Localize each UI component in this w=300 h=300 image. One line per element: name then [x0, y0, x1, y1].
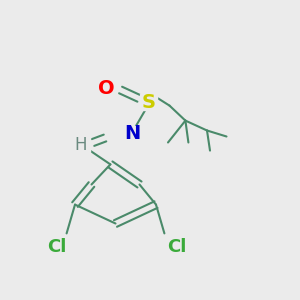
Text: Cl: Cl — [47, 238, 67, 256]
Text: O: O — [98, 79, 115, 98]
Bar — [166, 240, 188, 255]
Bar — [46, 240, 68, 255]
Text: S: S — [142, 92, 155, 112]
Bar — [140, 94, 158, 110]
Bar — [98, 81, 116, 96]
Text: N: N — [124, 124, 140, 143]
Bar — [72, 137, 90, 152]
Bar — [123, 126, 141, 141]
Text: Cl: Cl — [167, 238, 187, 256]
Text: H: H — [75, 136, 87, 154]
